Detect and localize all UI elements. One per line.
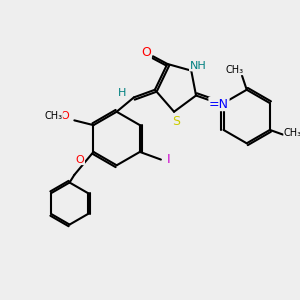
- Text: CH₃: CH₃: [284, 128, 300, 138]
- Text: O: O: [141, 46, 151, 59]
- Text: CH₃: CH₃: [44, 111, 62, 121]
- Text: O: O: [60, 111, 69, 121]
- Text: =N: =N: [209, 98, 229, 111]
- Text: S: S: [172, 115, 180, 128]
- Text: I: I: [167, 153, 170, 166]
- Text: NH: NH: [190, 61, 206, 71]
- Text: O: O: [76, 154, 85, 165]
- Text: H: H: [118, 88, 127, 98]
- Text: CH₃: CH₃: [225, 65, 243, 75]
